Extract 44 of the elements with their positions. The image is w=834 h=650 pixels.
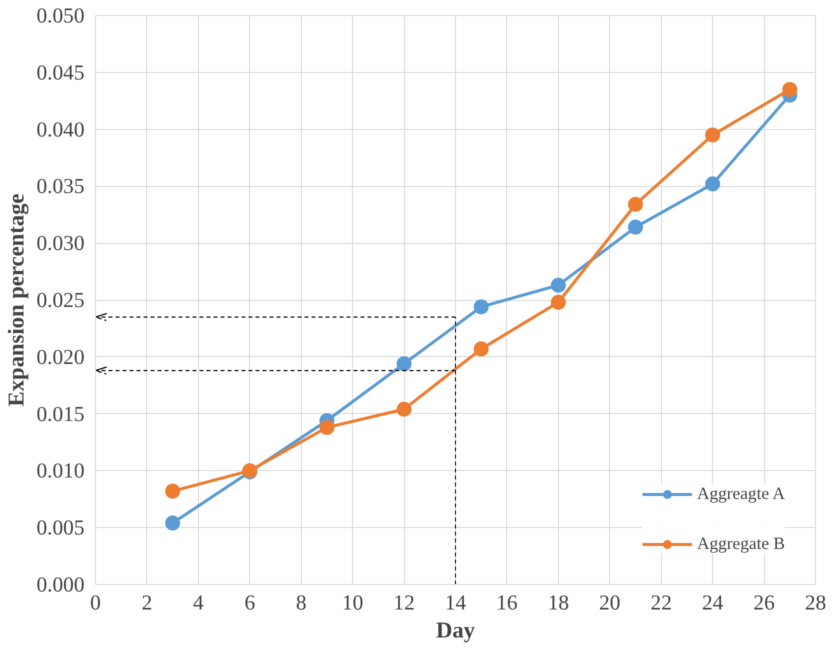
point [474,341,489,356]
y-tick-label: 0.020 [36,344,85,369]
x-tick-label: 18 [548,590,570,614]
point [165,484,180,499]
point [474,299,489,314]
x-tick-label: 4 [193,590,204,614]
point [550,278,566,293]
point [165,516,180,531]
y-tick-label: 0.050 [36,4,85,28]
x-tick-label: 2 [142,590,152,614]
point [396,402,412,417]
legend-label: Aggreagte A [696,484,785,504]
x-tick-label: 14 [444,590,466,614]
x-tick-label: 22 [650,590,672,614]
y-tick-label: 0.010 [36,458,85,483]
y-tick-label: 0.040 [36,117,85,142]
x-axis-title: Day [436,618,476,642]
x-tick-label: 8 [296,590,307,614]
y-tick-label: 0.035 [36,174,85,198]
point [319,420,334,435]
x-tick-label: 12 [393,590,415,614]
y-tick-label: 0.015 [36,402,85,426]
point [628,196,643,212]
point [396,356,412,372]
x-tick-label: 26 [753,590,776,614]
x-tick-label: 28 [804,590,826,614]
x-tick-label: 6 [244,590,256,614]
point [550,294,566,310]
y-axis-title: Expansion percentage [4,194,29,406]
x-tick-label: 24 [702,590,724,614]
point [628,220,643,235]
x-tick-label: 10 [342,590,364,614]
y-tick-label: 0.045 [36,60,85,84]
y-tick-label: 0.025 [36,288,85,312]
y-tick-label: 0.005 [36,516,85,540]
x-tick-label: 0 [90,590,101,614]
legend-label: Aggregate B [696,534,785,554]
point [705,128,720,142]
point [782,82,798,97]
x-tick-label: 20 [599,590,620,614]
y-tick-label: 0.030 [36,231,85,256]
x-tick-label: 16 [496,590,518,614]
point [705,176,720,192]
y-tick-label: 0.000 [36,572,85,596]
